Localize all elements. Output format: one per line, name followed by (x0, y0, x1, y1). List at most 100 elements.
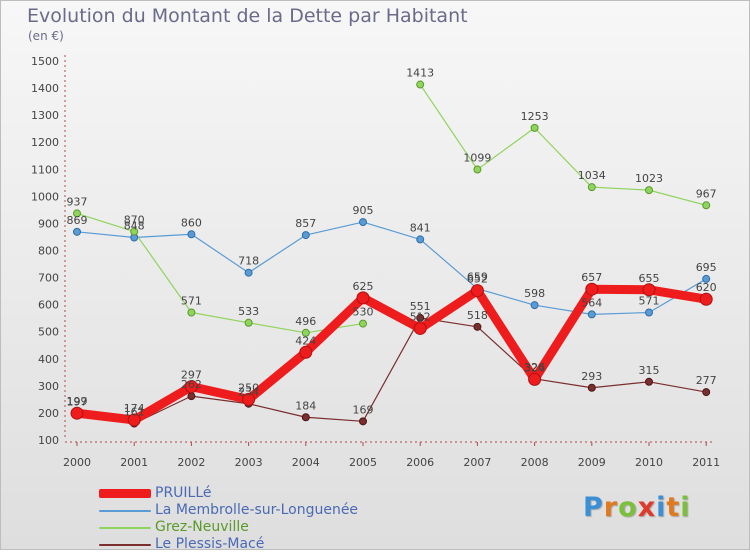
y-tick-label: 100 (38, 434, 59, 447)
le-plessis-mace-data-label: 262 (181, 378, 202, 391)
grez-neuville-point (301, 328, 310, 337)
y-tick-label: 800 (38, 245, 59, 258)
series-lines (72, 83, 711, 425)
le-plessis-mace-line (76, 317, 707, 425)
y-tick-label: 900 (38, 217, 59, 230)
y-tick-label: 1000 (31, 190, 59, 203)
la-membrolle-data-label: 860 (181, 216, 202, 229)
y-tick-label: 400 (38, 353, 59, 366)
grez-neuville-point (645, 186, 653, 195)
la-membrolle-data-label: 905 (353, 204, 374, 217)
le-plessis-mace-point (301, 413, 310, 422)
x-tick-label: 2000 (63, 456, 91, 469)
pruille-point (184, 380, 198, 394)
grez-neuville-data-label: 530 (353, 306, 374, 319)
le-plessis-mace-point (587, 383, 596, 392)
logo-letter: r (603, 492, 619, 523)
logo-letter: P (583, 492, 604, 523)
la-membrolle-point (702, 274, 711, 283)
la-membrolle-point (645, 308, 653, 317)
la-membrolle-data-label: 869 (67, 214, 88, 227)
la-membrolle-point (301, 231, 310, 240)
logo-letter: o (618, 492, 638, 523)
le-plessis-mace-data-label: 169 (353, 403, 374, 416)
la-membrolle-data-label: 571 (639, 294, 660, 307)
legend-item-pruille: PRUILLé (99, 485, 429, 502)
la-membrolle-data-label: 659 (467, 271, 488, 284)
pruille-point (528, 372, 542, 386)
pruille-data-label: 625 (353, 280, 374, 293)
le-plessis-mace-data-label: 277 (696, 374, 717, 387)
pruille-point (242, 392, 256, 406)
la-membrolle-line (76, 221, 707, 315)
legend: PRUILLé La Membrolle-sur-Longuenée Grez-… (99, 485, 429, 553)
la-membrolle-data-label: 718 (238, 255, 259, 268)
grez-neuville-data-label: 533 (238, 305, 259, 318)
x-tick-label: 2003 (235, 456, 263, 469)
logo-letter: i (656, 492, 667, 523)
y-tick-label: 1200 (31, 136, 59, 149)
grez-neuville-data-label: 937 (67, 195, 88, 208)
x-tick-label: 2002 (177, 456, 205, 469)
la-membrolle-point (416, 235, 425, 244)
x-tick-label: 2006 (406, 456, 434, 469)
pruille-point (585, 282, 599, 296)
pruille-data-label: 655 (639, 272, 660, 285)
legend-label: PRUILLé (155, 485, 212, 501)
legend-item-grez-neuville: Grez-Neuville (99, 519, 429, 536)
pruille-data-label: 652 (467, 273, 488, 286)
la-membrolle-data-label: 848 (124, 220, 145, 233)
legend-swatch (99, 489, 151, 498)
la-membrolle-point (530, 301, 539, 310)
pruille-data-label: 512 (410, 310, 431, 323)
le-plessis-mace-point (645, 377, 653, 386)
le-plessis-mace-data-label: 184 (295, 399, 316, 412)
pruille-data-label: 199 (67, 395, 88, 408)
grez-neuville-data-label: 1413 (406, 67, 434, 80)
data-labels: 869 848 860 718 857 905 841 659 598 564 571 695 937 8… (67, 67, 717, 419)
legend-swatch (99, 510, 151, 512)
pruille-data-label: 297 (181, 369, 202, 382)
logo-letter: i (680, 492, 691, 523)
grez-neuville-data-label: 1099 (463, 152, 491, 165)
y-tick-label: 600 (38, 299, 59, 312)
logo-letter: t (666, 492, 681, 523)
y-tick-label: 700 (38, 272, 59, 285)
grez-neuville-point (702, 201, 711, 210)
pruille-data-label: 174 (124, 402, 145, 415)
legend-swatch (99, 527, 151, 529)
chart-title: Evolution du Montant de la Dette par Hab… (27, 5, 468, 27)
series-points (70, 80, 713, 428)
pruille-line (72, 284, 711, 425)
le-plessis-mace-point (473, 322, 482, 331)
y-tick-label: 500 (38, 326, 59, 339)
pruille-point (299, 345, 313, 359)
chart-axes: 100 200 300 400 500 600 700 800 900 1000 1100 1200 1… (31, 55, 720, 469)
la-membrolle-point (187, 230, 196, 239)
grez-neuville-point (416, 80, 425, 89)
pruille-point (413, 321, 427, 335)
grez-neuville-point (73, 209, 81, 218)
pruille-data-label: 324 (524, 361, 545, 374)
x-tick-label: 2007 (463, 456, 491, 469)
grez-neuville-data-label: 571 (181, 294, 202, 307)
legend-label: La Membrolle-sur-Longuenée (155, 502, 359, 518)
le-plessis-mace-data-label: 197 (67, 396, 88, 409)
grez-neuville-data-label: 1253 (521, 110, 549, 123)
x-tick-label: 2011 (692, 456, 720, 469)
legend-label: Le Plessis-Macé (155, 536, 265, 552)
le-plessis-mace-data-label: 161 (124, 405, 145, 418)
la-membrolle-data-label: 841 (410, 221, 431, 234)
y-tick-label: 200 (38, 407, 59, 420)
pruille-point (127, 413, 141, 427)
le-plessis-mace-data-label: 234 (238, 386, 259, 399)
y-tick-label: 1400 (31, 82, 59, 95)
le-plessis-mace-point (359, 417, 367, 426)
y-tick-label: 1300 (31, 109, 59, 122)
grez-neuville-data-label: 870 (124, 214, 145, 227)
le-plessis-mace-data-label: 326 (524, 361, 545, 374)
la-membrolle-data-label: 564 (581, 296, 602, 309)
la-membrolle-data-label: 857 (295, 217, 316, 230)
